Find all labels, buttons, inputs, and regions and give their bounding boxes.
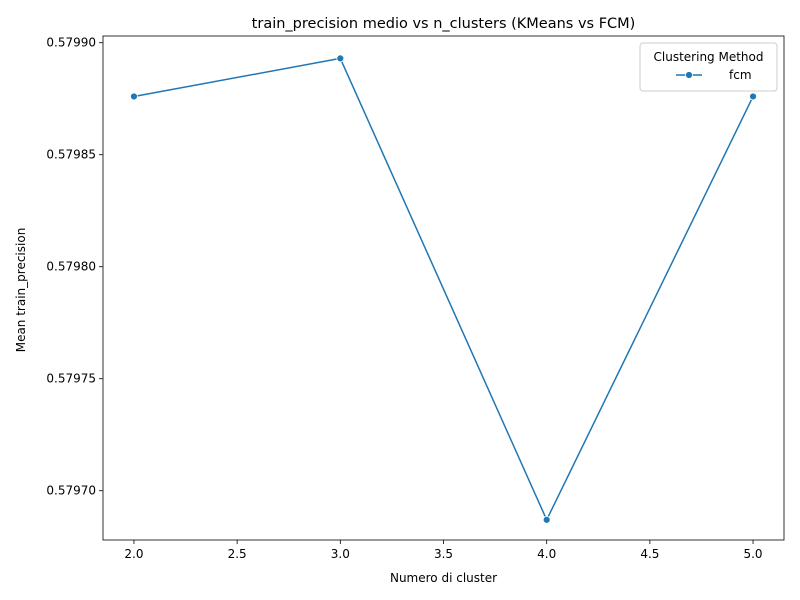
series-line [133, 57, 754, 521]
y-axis-title: Mean train_precision [14, 228, 28, 353]
x-tick-label: 2.0 [124, 547, 143, 561]
y-tick-label: 0.57985 [46, 148, 96, 162]
y-tick-label: 0.57975 [46, 372, 96, 386]
x-tick-label: 2.5 [228, 547, 247, 561]
data-point [130, 92, 138, 101]
legend: Clustering Method fcm [639, 42, 778, 92]
legend-label: fcm [729, 68, 752, 82]
y-tick-label: 0.57970 [46, 484, 96, 498]
x-axis-title: Numero di cluster [390, 571, 497, 585]
x-tick-label: 3.0 [331, 547, 350, 561]
x-tick-label: 3.5 [434, 547, 453, 561]
data-point [749, 92, 757, 101]
legend-title: Clustering Method [654, 50, 764, 64]
data-point [336, 54, 345, 63]
data-point [542, 515, 551, 524]
x-tick-label: 5.0 [743, 547, 762, 561]
legend-box [639, 42, 778, 92]
x-tick-label: 4.0 [537, 547, 556, 561]
x-tick-label: 4.5 [640, 547, 659, 561]
chart-title: train_precision medio vs n_clusters (KMe… [252, 16, 636, 32]
y-tick-label: 0.57980 [46, 260, 96, 274]
y-tick-label: 0.57990 [46, 36, 96, 50]
legend-marker [685, 71, 693, 79]
plot-area: 2.0 2.5 3.0 3.5 4.0 4.5 5.0 0.57970 0.57975 0.579… [46, 35, 785, 561]
